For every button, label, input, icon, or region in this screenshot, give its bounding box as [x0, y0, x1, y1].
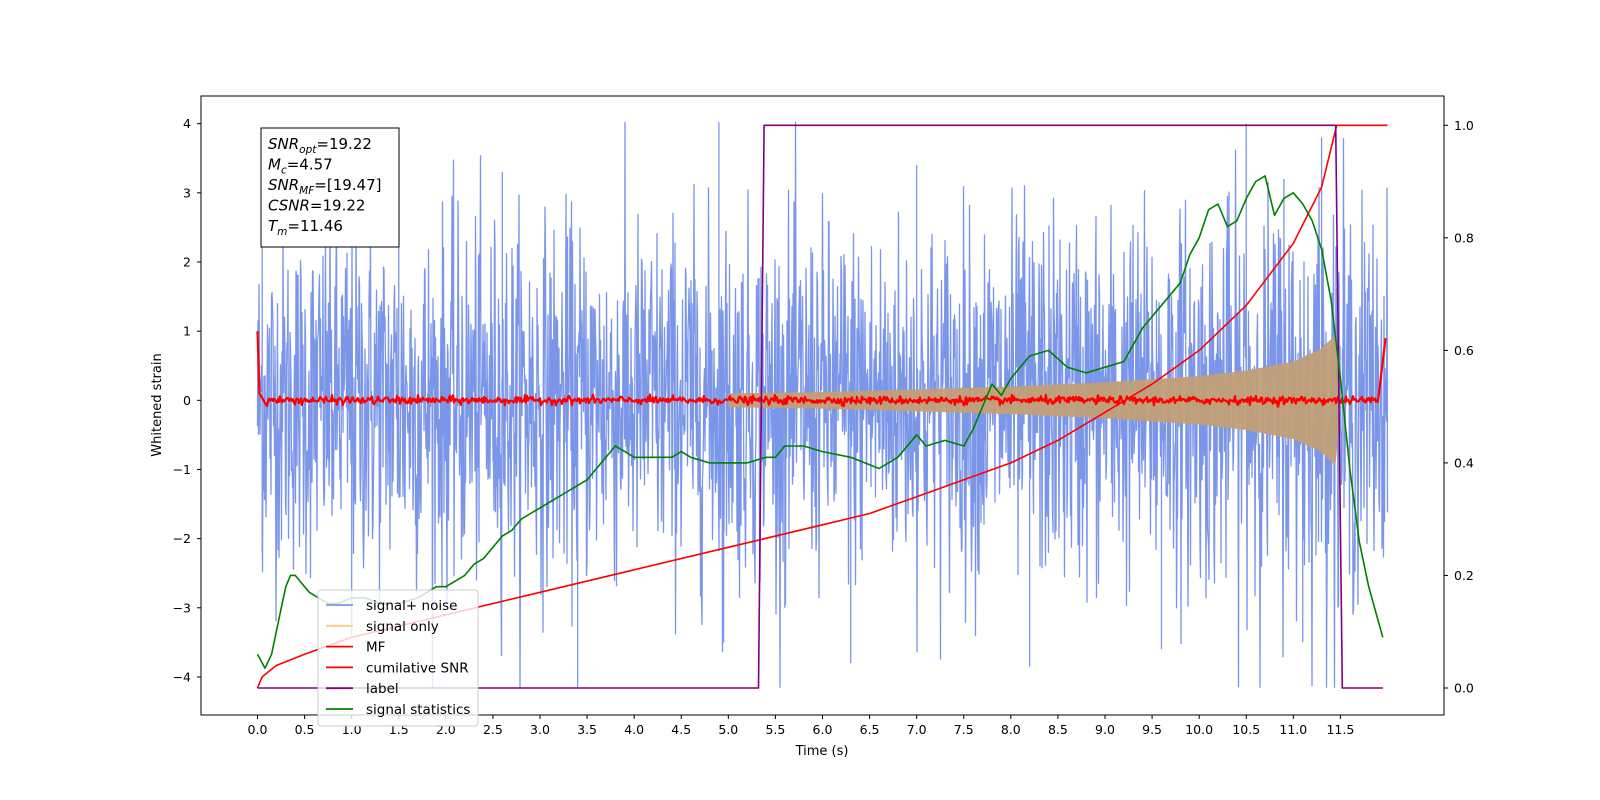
x-tick-label: 8.0	[1001, 722, 1021, 737]
y-axis-label: Whitened strain	[150, 353, 165, 456]
info-symbol: SNR	[268, 176, 299, 194]
y-tick-label: 2	[183, 254, 191, 269]
info-subscript: c	[281, 165, 287, 177]
y-tick-label: 4	[183, 116, 191, 131]
y-tick-label: −2	[173, 531, 191, 546]
y2-tick-label: 0.4	[1454, 455, 1474, 470]
x-tick-label: 10.5	[1232, 722, 1260, 737]
y-tick-label: 3	[183, 185, 191, 200]
info-line-4: Tm=11.46	[268, 217, 343, 238]
info-symbol: SNR	[268, 135, 299, 153]
legend-label-5: signal statistics	[366, 702, 470, 718]
x-tick-label: 10.0	[1185, 722, 1213, 737]
x-tick-label: 3.0	[530, 722, 550, 737]
y2-tick-label: 0.6	[1454, 343, 1474, 358]
info-line-0: SNRopt=19.22	[268, 135, 372, 156]
x-tick-label: 8.5	[1048, 722, 1068, 737]
x-tick-label: 11.5	[1326, 722, 1354, 737]
info-value: =11.46	[287, 217, 343, 235]
info-subscript: m	[277, 226, 287, 238]
info-box-frame	[260, 127, 400, 248]
x-tick-label: 4.0	[624, 722, 644, 737]
x-tick-label: 2.5	[483, 722, 503, 737]
x-tick-label: 0.5	[295, 722, 315, 737]
y-axis-left: 4 3 2 1 0 −1 −2 −3 −4	[173, 116, 201, 684]
legend-label-0: signal+ noise	[366, 598, 457, 614]
x-axis-label: Time (s)	[795, 744, 849, 759]
legend: signal+ noise signal only MF cumilative SNR…	[317, 589, 479, 727]
x-tick-label: 4.5	[671, 722, 691, 737]
x-tick-label: 7.0	[907, 722, 927, 737]
x-tick-label: 0.0	[248, 722, 268, 737]
x-tick-label: 6.0	[813, 722, 833, 737]
y-tick-label: −3	[173, 600, 191, 615]
info-subscript: MF	[299, 185, 315, 197]
y2-tick-label: 0.2	[1454, 568, 1474, 583]
info-value: =[19.47]	[314, 176, 381, 194]
legend-label-2: MF	[366, 640, 385, 656]
info-value: =4.57	[287, 156, 333, 174]
legend-frame	[317, 589, 479, 727]
x-tick-label: 5.0	[718, 722, 738, 737]
legend-label-4: label	[366, 681, 399, 697]
x-tick-label: 6.5	[860, 722, 880, 737]
y-tick-label: −4	[173, 669, 191, 684]
legend-label-1: signal only	[366, 619, 439, 635]
y2-tick-label: 0.0	[1454, 680, 1474, 695]
x-tick-label: 3.5	[577, 722, 597, 737]
x-tick-label: 7.5	[954, 722, 974, 737]
y2-tick-label: 0.8	[1454, 230, 1474, 245]
y-tick-label: 0	[183, 393, 191, 408]
info-line-3: CSNR=19.22	[268, 197, 365, 215]
y2-tick-label: 1.0	[1454, 118, 1474, 133]
info-symbol: T	[268, 217, 279, 235]
info-line-1: Mc=4.57	[268, 156, 333, 177]
info-subscript: opt	[299, 144, 317, 156]
info-symbol: M	[268, 156, 281, 174]
series-mf-line	[256, 331, 1387, 408]
x-tick-label: 5.5	[765, 722, 785, 737]
y-axis-right: 1.0 0.8 0.6 0.4 0.2 0.0	[1444, 118, 1474, 695]
series-label-line	[257, 124, 1383, 689]
x-tick-label: 11.0	[1279, 722, 1307, 737]
y-tick-label: 1	[183, 324, 191, 339]
x-tick-label: 9.5	[1142, 722, 1162, 737]
y-tick-label: −1	[173, 462, 191, 477]
info-value: =19.22	[310, 197, 366, 215]
legend-label-3: cumilative SNR	[366, 660, 469, 676]
info-symbol: CSNR	[268, 197, 310, 215]
info-line-2: SNRMF=[19.47]	[268, 176, 382, 197]
info-box: SNRopt=19.22Mc=4.57SNRMF=[19.47]CSNR=19.…	[260, 127, 400, 248]
info-value: =19.22	[316, 135, 372, 153]
x-tick-label: 9.0	[1095, 722, 1115, 737]
